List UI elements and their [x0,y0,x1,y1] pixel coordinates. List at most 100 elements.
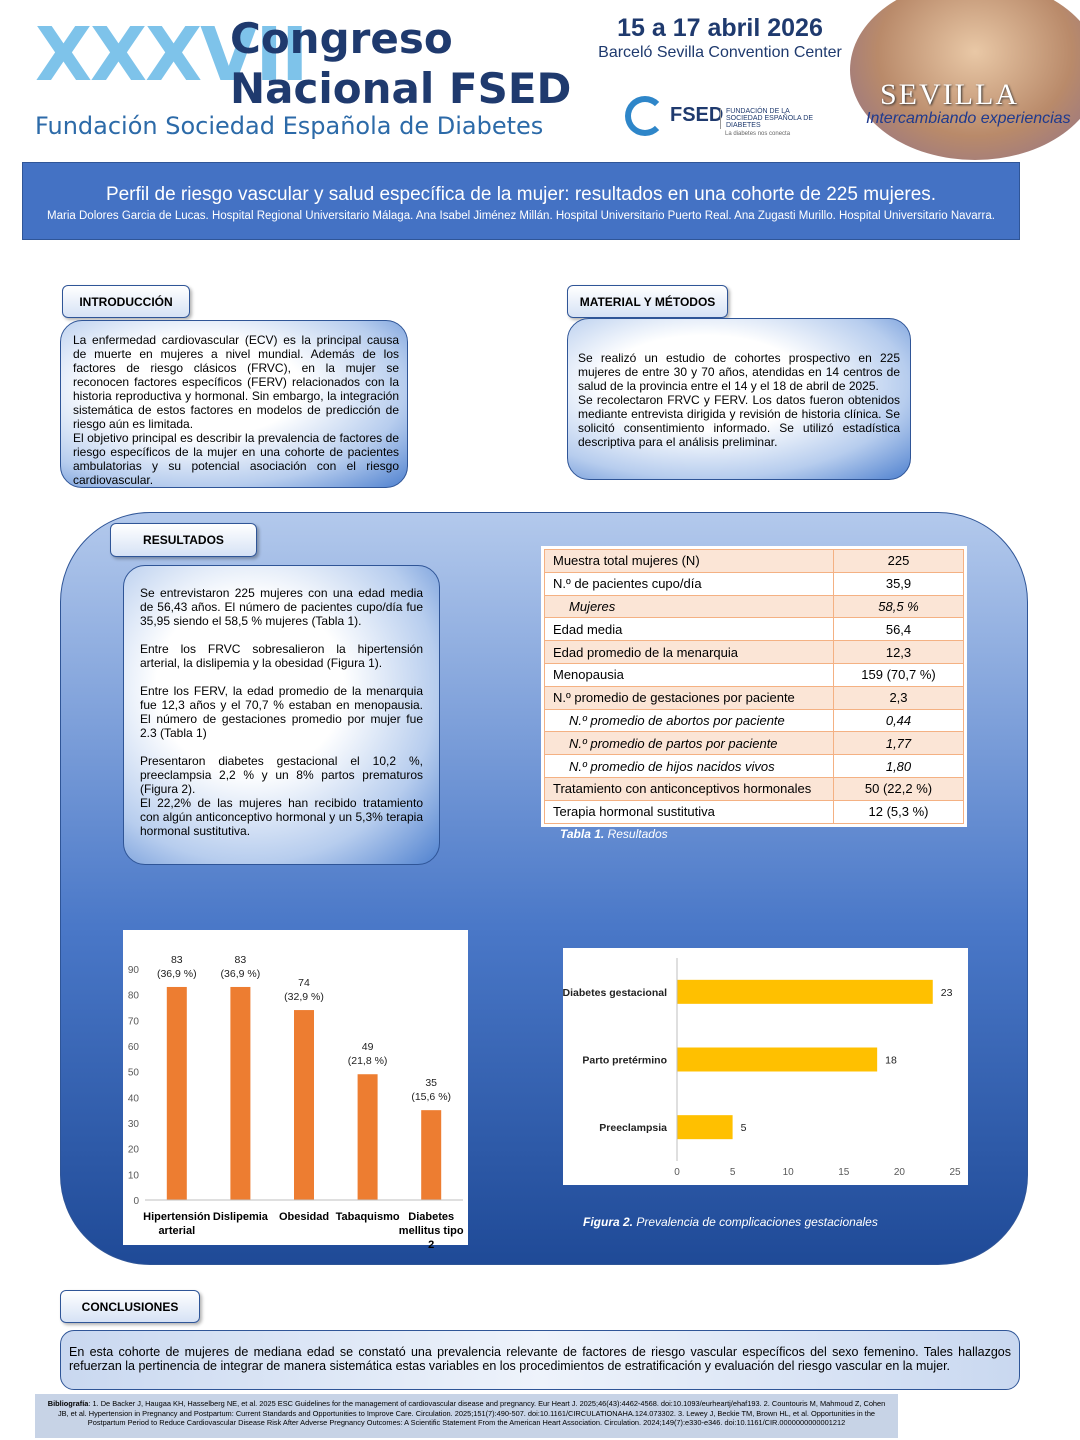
value-label: 18 [885,1055,897,1067]
value-label: 35 [425,1077,437,1089]
value-label: (15,6 %) [411,1091,451,1103]
bar [421,1110,442,1200]
table-row: Edad media 56,4 [544,617,964,642]
paragraph: Se recolectaron FRVC y FERV. Los datos f… [578,393,900,449]
y-tick-label: 20 [128,1145,140,1156]
paragraph: Presentaron diabetes gestacional el 10,2… [140,754,423,796]
value-label: (32,9 %) [284,991,324,1003]
table-row: N.º promedio de gestaciones por paciente… [544,685,964,710]
bibliography-text: : 1. De Backer J, Haugaa KH, Hasselberg … [57,1399,886,1427]
x-tick-label: Obesidad [278,1211,330,1223]
chart: 0 10 20 30 40 50 60 70 80 90 83 (36,9 %) 83 (36,9 %) 7… [128,954,463,1207]
conclusions-text: En esta cohorte de mujeres de mediana ed… [60,1330,1020,1390]
logo-tagline: La diabetes nos conecta [725,131,791,137]
title-banner: Perfil de riesgo vascular y salud especí… [22,162,1020,240]
slogan: Intercambiando experiencias [866,110,1071,127]
paragraph: El 22,2% de las mujeres han recibido tra… [140,796,423,838]
y-tick-label: 40 [128,1093,140,1104]
paragraph: El objetivo principal es describir la pr… [73,431,399,487]
row-label: Edad media [544,617,834,642]
figure-caption: Figura 1. Prevalencia de factores de rie… [132,1264,458,1278]
bar [230,986,251,1200]
x-tick-label: 25 [949,1167,961,1178]
bar [294,1010,314,1200]
value-label: 74 [298,977,310,989]
x-tick-label: 20 [894,1167,906,1178]
row-label: N.º promedio de gestaciones por paciente [544,685,834,710]
row-value: 12,3 [833,640,964,664]
value-label: (21,8 %) [348,1055,388,1067]
results-table: Muestra total mujeres (N) 225 N.º de pacie… [544,549,964,824]
table-row: N.º promedio de abortos por paciente 0,44 [544,708,964,733]
table-row: Muestra total mujeres (N) 225 [544,549,964,573]
caption-label: Tabla 1. [560,827,605,841]
row-value: 1,77 [833,731,964,756]
y-tick-label: 90 [128,965,140,976]
x-tick-label: 10 [783,1167,795,1178]
row-label: Edad promedio de la menarquia [544,640,834,664]
dates: 15 a 17 abril 2026 [617,14,823,42]
section-heading: MATERIAL Y MÉTODOS [567,285,728,318]
row-value: 0,44 [833,708,964,733]
y-tick-label: Diabetes gestacional [563,987,667,999]
row-value: 58,5 % [833,594,964,619]
value-label: 49 [362,1041,374,1053]
table-row: Menopausia 159 (70,7 %) [544,662,964,687]
bar [677,1115,733,1140]
logo-mark [625,96,665,136]
bar [677,1047,878,1072]
results-box: Se entrevistaron 225 mujeres con una eda… [123,565,440,865]
bibliography: Bibliografía: 1. De Backer J, Haugaa KH,… [35,1394,898,1438]
figure: 0 10 20 30 40 50 60 70 80 90 83 (36,9 %) 83 (36,9 %) 7… [123,930,468,1251]
value-label: (36,9 %) [221,968,261,980]
row-value: 56,4 [833,617,964,642]
section-heading: CONCLUSIONES [60,1290,200,1323]
table-caption: Tabla 1. Resultados [560,827,668,841]
caption-label: Figura 1. [132,1264,183,1278]
table-row: Edad promedio de la menarquia 12,3 [544,640,964,664]
paragraph: Entre los FRVC sobresalieron la hiperten… [140,642,423,670]
table-row: N.º promedio de partos por paciente 1,77 [544,731,964,756]
x-tick-label: 15 [838,1167,850,1178]
value-label: 83 [235,954,247,966]
row-value: 12 (5,3 %) [833,799,964,824]
authors: Maria Dolores Garcia de Lucas. Hospital … [47,210,995,222]
row-label: N.º promedio de partos por paciente [544,731,834,756]
x-tick-label: Tabaquismo [335,1211,400,1223]
row-value: 159 (70,7 %) [833,662,964,687]
section-heading: INTRODUCCIÓN [62,285,190,318]
row-label: N.º de pacientes cupo/día [544,571,834,596]
paragraph: Se entrevistaron 225 mujeres con una eda… [140,586,423,628]
bar [166,986,187,1200]
congress-name: Nacional FSED [230,64,572,113]
methods-box: Se realizó un estudio de cohortes prospe… [567,318,911,480]
figure: 0 5 10 15 20 25 23 Diabetes gestacional 18 Parto … [563,948,968,1185]
city-image [850,0,1080,160]
x-tick-label: Hipertensión arterial [143,1211,211,1237]
y-tick-label: 10 [128,1170,140,1181]
foundation: Fundación Sociedad Española de Diabetes [35,112,544,140]
paragraph: Entre los FERV, la edad promedio de la m… [140,684,423,740]
bibliography-label: Bibliografía [47,1399,89,1408]
value-label: 5 [741,1122,747,1134]
table-row: N.º de pacientes cupo/día 35,9 [544,571,964,596]
value-label: (36,9 %) [157,968,197,980]
row-label: Muestra total mujeres (N) [544,549,834,573]
row-label: Tratamiento con anticonceptivos hormonal… [544,776,834,801]
caption: Resultados [607,827,668,841]
value-label: 83 [171,954,183,966]
table-box: Muestra total mujeres (N) 225 N.º de pacie… [541,546,967,827]
edition: XXXVII [35,12,308,98]
paragraph: La enfermedad cardiovascular (ECV) es la… [73,333,399,431]
city: Sevilla [880,78,1019,111]
caption: Prevalencia de factores de riesgo vascul… [185,1264,458,1278]
y-tick-label: 60 [128,1042,140,1053]
x-tick-label: 0 [674,1167,680,1178]
y-tick-label: 80 [128,991,140,1002]
row-value: 1,80 [833,754,964,778]
x-tick-label: Dislipemia [212,1211,268,1223]
venue: Barceló Sevilla Convention Center [598,44,842,61]
y-tick-label: 0 [133,1196,139,1207]
